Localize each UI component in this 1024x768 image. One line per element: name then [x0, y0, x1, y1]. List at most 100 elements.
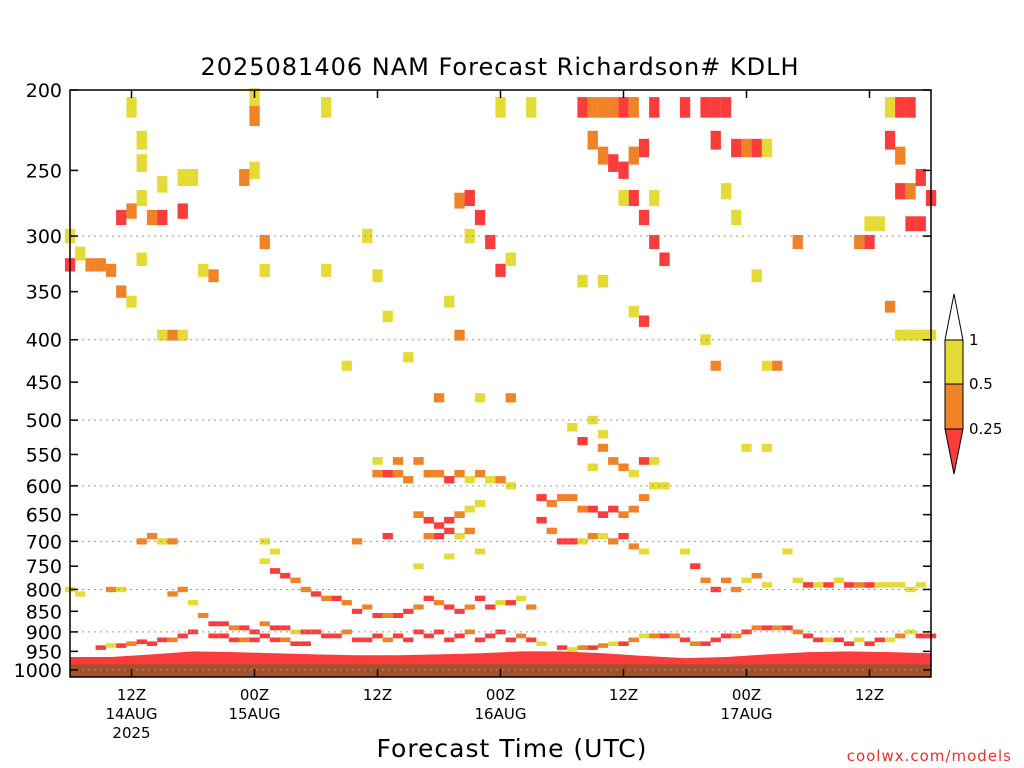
heatmap-cell [587, 645, 598, 650]
heatmap-cell [495, 629, 506, 635]
heatmap-cell [249, 161, 260, 179]
colorbar-tick-label: 1 [969, 331, 979, 349]
heatmap-cell [321, 263, 332, 277]
heatmap-cell [700, 97, 711, 118]
heatmap-cell [567, 423, 578, 432]
heatmap-cell [536, 516, 547, 524]
heatmap-cell [423, 633, 434, 639]
heatmap-cell [116, 285, 127, 298]
heatmap-cell [649, 190, 660, 206]
heatmap-cell [884, 130, 896, 150]
heatmap-cell [75, 591, 86, 597]
heatmap-cell [433, 533, 445, 540]
heatmap-cell [249, 105, 260, 126]
heatmap-cell [474, 595, 486, 601]
x-tick-label: 00Z [486, 686, 515, 704]
heatmap-cell [392, 613, 404, 618]
heatmap-cell [280, 572, 291, 579]
y-tick-label: 850 [26, 601, 62, 623]
heatmap-cell [187, 169, 199, 186]
heatmap-cell [403, 608, 414, 614]
heatmap-cell [628, 97, 639, 118]
heatmap-cell [105, 643, 117, 648]
heatmap-cell [413, 511, 424, 518]
heatmap-cell [433, 600, 445, 606]
heatmap-cell [915, 633, 926, 639]
heatmap-cell [136, 538, 147, 545]
heatmap-cell [239, 169, 250, 186]
x-tick-label: 12Z [363, 686, 392, 704]
heatmap-cell [618, 190, 629, 206]
heatmap-cell [710, 360, 721, 371]
heatmap-cell [577, 437, 588, 446]
heatmap-cell [577, 97, 588, 118]
heatmap-cell [177, 203, 188, 219]
x-tick-label: 12Z [855, 686, 884, 704]
heatmap-cell [864, 582, 875, 588]
y-tick-label: 400 [26, 330, 62, 352]
heatmap-cell [177, 329, 188, 341]
heatmap-cell [474, 209, 486, 226]
heatmap-cell [444, 637, 455, 643]
heatmap-cell [474, 393, 486, 403]
heatmap-cell [649, 633, 660, 639]
heatmap-cell [228, 637, 240, 643]
heatmap-cell [177, 633, 188, 639]
heatmap-cell [741, 443, 752, 452]
heatmap-cell [710, 637, 721, 643]
heatmap-cell [536, 494, 547, 502]
heatmap-cell [597, 430, 609, 439]
heatmap-cell [454, 469, 465, 478]
heatmap-cell [485, 476, 496, 484]
x-tick-label: 12Z [609, 686, 638, 704]
x-tick-label: 00Z [732, 686, 761, 704]
heatmap-cell [690, 641, 701, 646]
heatmap-cell [392, 457, 404, 465]
y-tick-label: 950 [26, 641, 62, 663]
heatmap-cell [679, 97, 691, 118]
heatmap-cell [638, 457, 650, 465]
heatmap-cell [505, 637, 516, 643]
heatmap-cell [597, 533, 609, 540]
heatmap-cell [577, 645, 588, 650]
heatmap-cell [403, 637, 414, 643]
heatmap-cell [761, 443, 773, 452]
heatmap-cell [751, 138, 762, 158]
heatmap-cell [649, 234, 660, 250]
heatmap-cell [628, 637, 639, 643]
heatmap-cell [628, 190, 639, 206]
y-tick-label: 1000 [14, 660, 62, 682]
colorbar-top-arrow [944, 293, 964, 341]
heatmap-cell [649, 457, 660, 465]
heatmap-cell [372, 469, 383, 478]
heatmap-cell [454, 329, 465, 341]
heatmap-cell [731, 633, 742, 639]
y-tick-label: 350 [26, 282, 62, 304]
heatmap-cell [741, 629, 752, 635]
heatmap-cell [433, 522, 445, 529]
x-tick-date: 17AUG [721, 705, 773, 723]
heatmap-cell [239, 625, 250, 631]
heatmap-cell [731, 209, 742, 226]
heatmap-cell [659, 633, 670, 639]
colorbar-tick-label: 0.25 [969, 420, 1002, 438]
y-tick-label: 900 [26, 622, 62, 644]
heatmap-cell [526, 637, 537, 643]
heatmap-cell [444, 604, 455, 610]
heatmap-cell [761, 360, 773, 371]
heatmap-cell [157, 538, 168, 545]
x-tick-year: 2025 [112, 724, 150, 742]
heatmap-cell [905, 97, 916, 118]
heatmap-cell [505, 600, 516, 606]
heatmap-cell [269, 548, 281, 555]
heatmap-cell [423, 595, 434, 601]
heatmap-cell [331, 595, 342, 601]
heatmap-cell [597, 443, 609, 452]
heatmap-cell [731, 138, 742, 158]
heatmap-cell [259, 621, 270, 627]
heatmap-cell [628, 505, 639, 513]
heatmap-cell [187, 629, 199, 635]
heatmap-cell [895, 183, 906, 200]
heatmap-cell [187, 600, 199, 606]
